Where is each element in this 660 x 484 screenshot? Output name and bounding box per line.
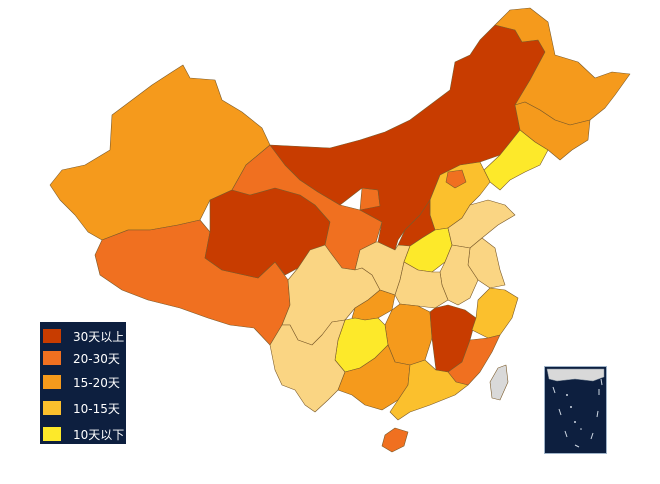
south-china-sea-inset (544, 366, 607, 454)
region-taiwan[interactable] (489, 364, 509, 401)
region-hainan[interactable] (381, 427, 409, 453)
legend-item[interactable]: 10天以下 (43, 426, 124, 442)
legend-label: 20-30天 (73, 351, 120, 366)
region-beijing[interactable] (445, 169, 467, 189)
inset-islands (566, 394, 582, 430)
region-inner-mongolia[interactable] (269, 24, 546, 251)
legend-swatch (43, 329, 61, 343)
legend-label: 30天以上 (73, 329, 125, 344)
legend-item[interactable]: 15-20天 (43, 374, 120, 390)
legend-item[interactable]: 30天以上 (43, 328, 124, 344)
inset-coast (546, 368, 605, 382)
legend-label: 15-20天 (73, 375, 120, 390)
legend-swatch (43, 401, 61, 415)
legend-swatch (43, 375, 61, 389)
region-guangdong[interactable] (389, 359, 469, 421)
inset-dashes (552, 378, 603, 448)
legend-swatch (43, 427, 61, 441)
legend-item[interactable]: 10-15天 (43, 400, 120, 416)
region-zhejiang[interactable] (471, 287, 519, 339)
legend-swatch (43, 351, 61, 365)
legend: 30天以上 20-30天 15-20天 10-15天 10天以下 (40, 322, 126, 444)
legend-label: 10天以下 (73, 427, 125, 442)
inset-map (546, 368, 605, 448)
legend-label: 10-15天 (73, 401, 120, 416)
legend-item[interactable]: 20-30天 (43, 350, 120, 366)
